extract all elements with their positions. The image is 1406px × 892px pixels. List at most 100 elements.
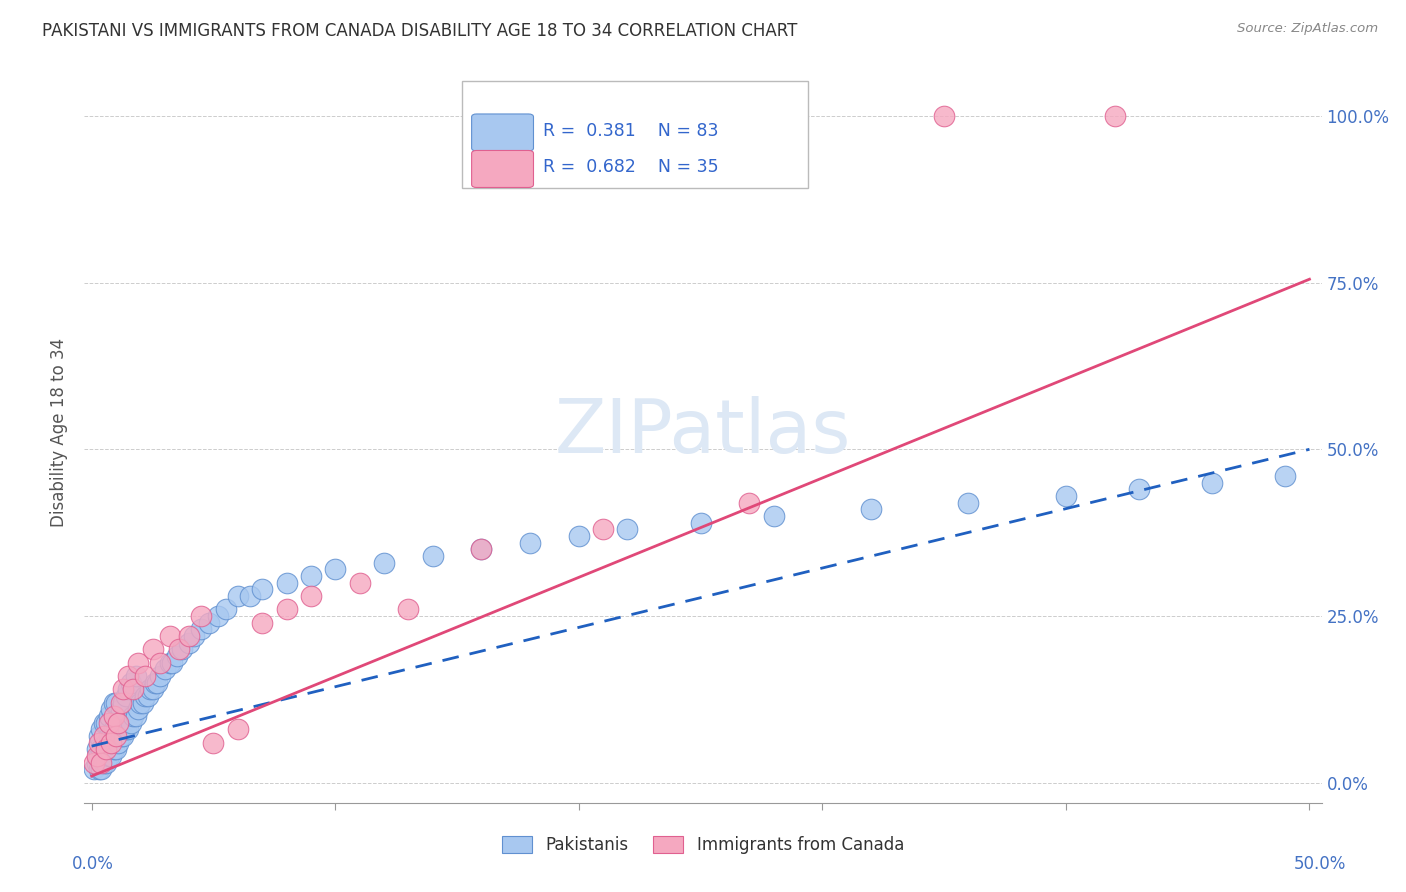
Point (1054, 489, 1077, 503)
Point (86, 749, 108, 764)
Point (226, 723, 249, 737)
Text: R =  0.381    N = 83: R = 0.381 N = 83 (543, 122, 718, 140)
Point (112, 682, 135, 697)
Point (110, 702, 132, 716)
Point (134, 669, 156, 683)
FancyBboxPatch shape (461, 81, 808, 188)
Point (250, 582, 273, 597)
Point (110, 696, 132, 710)
Point (127, 702, 149, 716)
Point (190, 623, 212, 637)
Point (90, 723, 112, 737)
Point (239, 589, 262, 603)
Point (86, 742, 108, 756)
Point (103, 696, 125, 710)
Point (103, 742, 125, 756)
Text: Source: ZipAtlas.com: Source: ZipAtlas.com (1237, 22, 1378, 36)
Point (100, 702, 122, 716)
Point (146, 675, 169, 690)
Point (100, 736, 122, 750)
Point (107, 715, 129, 730)
Point (117, 723, 139, 737)
Point (323, 562, 346, 576)
Point (214, 602, 236, 616)
Point (349, 575, 371, 590)
Point (105, 696, 128, 710)
Point (124, 709, 146, 723)
Point (202, 736, 225, 750)
Point (96, 742, 118, 756)
Point (93, 756, 115, 770)
Point (107, 736, 129, 750)
Point (105, 723, 128, 737)
Point (122, 709, 145, 723)
Point (112, 729, 135, 743)
Point (93, 742, 115, 756)
Point (105, 729, 128, 743)
Point (159, 629, 181, 643)
Text: 50.0%: 50.0% (1294, 855, 1347, 872)
Point (1201, 475, 1223, 490)
Point (169, 642, 191, 657)
Point (127, 656, 149, 670)
Point (112, 696, 135, 710)
Point (120, 715, 142, 730)
Point (160, 656, 183, 670)
Point (299, 589, 322, 603)
Point (124, 669, 146, 683)
Point (87, 749, 110, 764)
Point (616, 522, 638, 536)
Point (83, 756, 105, 770)
Text: 0.0%: 0.0% (72, 855, 114, 872)
Point (139, 682, 162, 697)
Point (1104, 109, 1126, 123)
Point (93, 729, 115, 743)
Point (122, 682, 145, 697)
Point (100, 749, 122, 764)
Point (107, 715, 129, 730)
Point (299, 569, 322, 583)
Point (136, 689, 159, 703)
Point (276, 575, 298, 590)
Text: PAKISTANI VS IMMIGRANTS FROM CANADA DISABILITY AGE 18 TO 34 CORRELATION CHART: PAKISTANI VS IMMIGRANTS FROM CANADA DISA… (42, 22, 797, 40)
Point (422, 549, 444, 563)
Point (105, 742, 128, 756)
Point (87, 729, 110, 743)
Point (97, 709, 120, 723)
Point (90, 756, 112, 770)
Point (183, 629, 205, 643)
Point (97, 749, 120, 764)
Point (957, 496, 980, 510)
Point (762, 508, 785, 523)
Point (96, 756, 118, 770)
Point (568, 529, 591, 543)
Point (153, 662, 176, 676)
Point (100, 729, 122, 743)
Point (114, 723, 136, 737)
Point (592, 522, 614, 536)
Point (860, 502, 883, 516)
Point (120, 675, 142, 690)
Point (90, 742, 112, 756)
FancyBboxPatch shape (471, 151, 533, 187)
Point (142, 642, 165, 657)
Point (519, 535, 541, 549)
Point (250, 615, 273, 630)
Point (110, 729, 132, 743)
Point (177, 636, 200, 650)
Point (166, 648, 188, 663)
Point (159, 656, 181, 670)
Point (276, 602, 298, 616)
Point (96, 736, 118, 750)
Legend: Pakistanis, Immigrants from Canada: Pakistanis, Immigrants from Canada (495, 830, 911, 861)
Point (396, 602, 419, 616)
Point (470, 542, 492, 557)
Point (142, 682, 165, 697)
Point (97, 729, 120, 743)
Y-axis label: Disability Age 18 to 34: Disability Age 18 to 34 (51, 338, 69, 527)
FancyBboxPatch shape (471, 114, 533, 151)
Point (117, 669, 139, 683)
Point (170, 642, 193, 657)
Point (177, 629, 200, 643)
Point (1274, 469, 1296, 483)
